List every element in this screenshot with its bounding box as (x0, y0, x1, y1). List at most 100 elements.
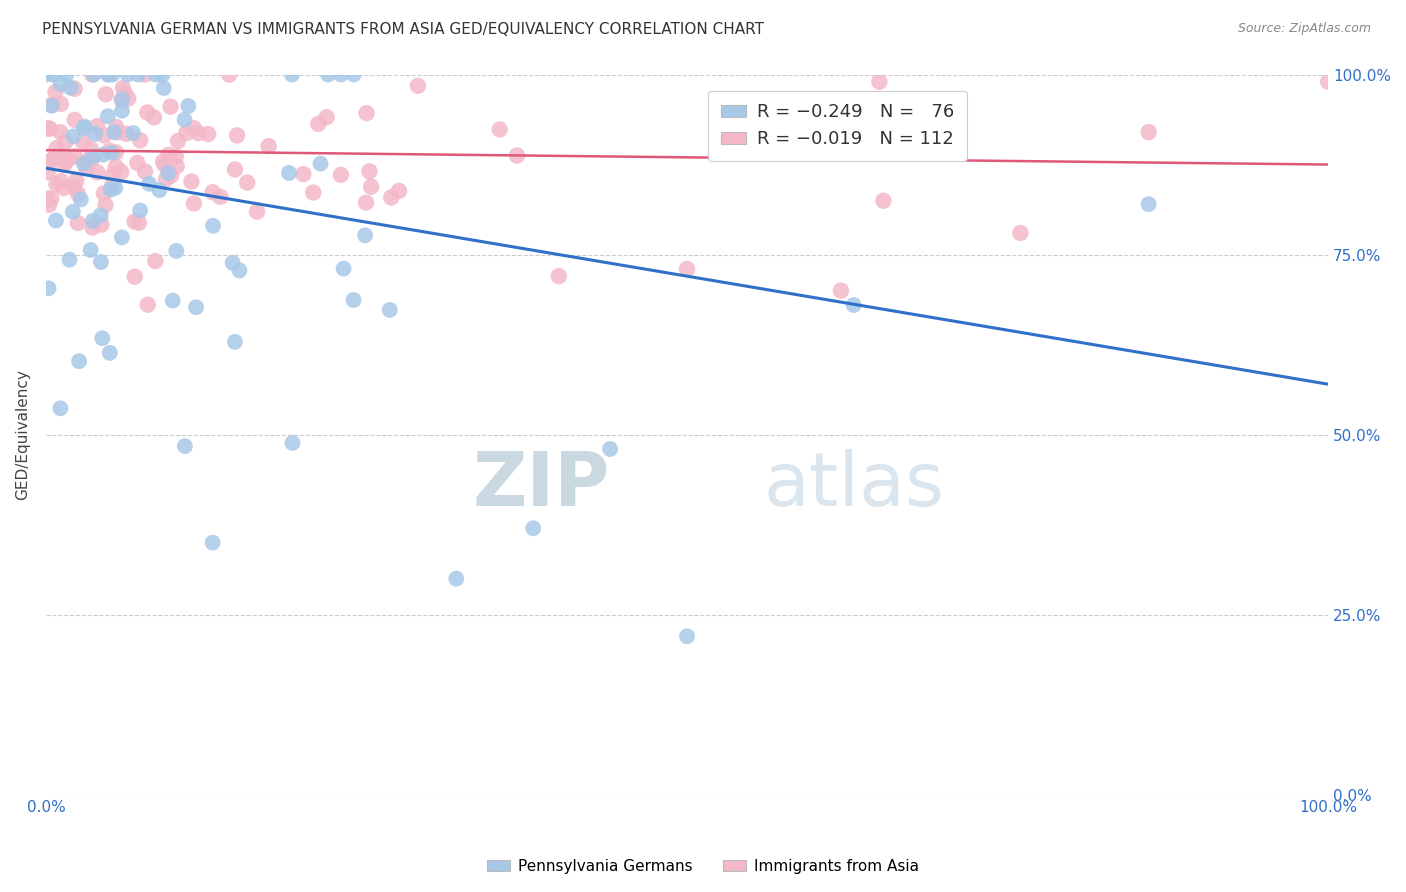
Point (42, 152, 65, 166)
Point (117, 91, 139, 105)
Point (41, 99, 63, 113)
Point (236, 176, 259, 190)
Point (148, 183, 170, 197)
Point (58, 152, 80, 166)
Point (209, 190, 232, 204)
Point (124, 214, 146, 228)
Point (329, 68, 352, 82)
Point (162, 293, 184, 308)
Point (111, 93, 134, 107)
Point (82, 214, 104, 228)
Point (63, 149, 86, 163)
Text: PENNSYLVANIA GERMAN VS IMMIGRANTS FROM ASIA GED/EQUIVALENCY CORRELATION CHART: PENNSYLVANIA GERMAN VS IMMIGRANTS FROM A… (42, 22, 765, 37)
Point (45, 178, 67, 192)
Legend: Pennsylvania Germans, Immigrants from Asia: Pennsylvania Germans, Immigrants from As… (481, 853, 925, 880)
Point (184, 300, 207, 314)
Point (80, 142, 103, 156)
Point (58, 252, 80, 267)
Point (39, 154, 62, 169)
Point (388, 184, 411, 198)
Point (80, 153, 103, 167)
Point (136, 105, 159, 120)
Point (62, 204, 84, 219)
Point (59, 80, 82, 95)
Point (93, 128, 115, 143)
Point (329, 168, 352, 182)
Point (111, 103, 134, 118)
Point (488, 122, 510, 136)
Point (66, 186, 89, 201)
Point (143, 254, 166, 268)
Point (360, 179, 382, 194)
Point (98, 346, 121, 360)
Point (41, 98, 63, 112)
Point (134, 164, 156, 178)
Point (201, 219, 224, 233)
Point (39, 192, 62, 206)
Point (104, 160, 127, 174)
Point (63, 112, 86, 127)
Point (197, 127, 219, 141)
Point (37, 165, 59, 179)
Point (136, 298, 159, 312)
Point (173, 112, 195, 127)
Point (65, 173, 87, 187)
Point (114, 87, 136, 101)
Point (73, 120, 96, 134)
Point (127, 156, 149, 170)
Point (53, 136, 76, 150)
Point (315, 110, 337, 124)
Point (138, 177, 160, 191)
Point (55, 154, 77, 169)
Point (63, 180, 86, 194)
Point (37, 121, 59, 136)
Point (830, 284, 852, 298)
Point (82, 68, 104, 82)
Point (48, 149, 70, 163)
Point (105, 120, 128, 134)
Point (676, 262, 699, 277)
Point (160, 169, 183, 183)
Point (98, 144, 121, 158)
Point (100, 183, 122, 197)
Point (45, 141, 67, 155)
Point (72, 135, 94, 149)
Point (1317, 75, 1340, 89)
Point (104, 181, 127, 195)
Point (55, 68, 77, 82)
Point (159, 100, 181, 114)
Point (446, 572, 468, 586)
Point (101, 178, 124, 193)
Point (49, 97, 72, 112)
Point (97, 109, 120, 123)
Point (842, 298, 865, 312)
Point (79, 243, 101, 257)
Point (84, 127, 107, 141)
Point (292, 167, 315, 181)
Point (246, 204, 269, 219)
Point (307, 117, 329, 131)
Point (51, 174, 73, 188)
Point (201, 535, 224, 549)
Point (122, 126, 145, 140)
Point (129, 133, 152, 147)
Point (90, 208, 112, 222)
Point (103, 125, 125, 139)
Point (94, 198, 117, 212)
Point (332, 261, 354, 276)
Point (69, 193, 91, 207)
Point (35, 194, 58, 208)
Point (124, 269, 146, 284)
Point (183, 196, 205, 211)
Point (112, 81, 135, 95)
Point (309, 156, 332, 170)
Text: atlas: atlas (763, 449, 945, 522)
Y-axis label: GED/Equivalency: GED/Equivalency (15, 369, 30, 500)
Point (547, 269, 569, 284)
Point (134, 68, 156, 82)
Point (86, 165, 108, 179)
Point (129, 203, 152, 218)
Point (165, 150, 187, 164)
Point (75, 161, 97, 175)
Point (110, 165, 132, 179)
